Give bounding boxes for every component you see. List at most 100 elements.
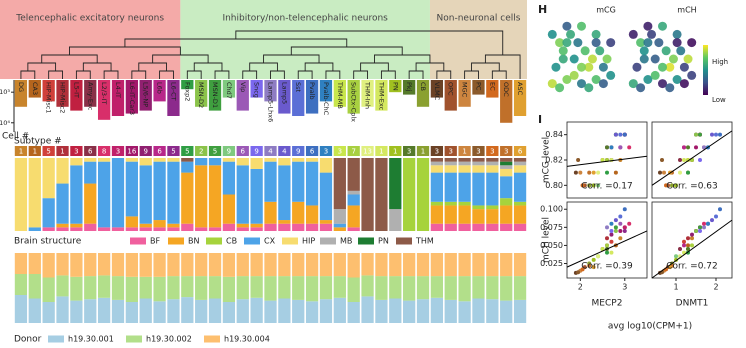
cell-count-bar: [236, 80, 249, 111]
bar-segment: [319, 253, 333, 277]
cell-count-bar: [139, 80, 152, 111]
bar-segment: [208, 253, 222, 277]
bar-segment: [264, 158, 277, 162]
bar-segment: [305, 205, 319, 224]
cluster-label: Chd7: [225, 82, 233, 99]
umap-point: [647, 29, 657, 39]
subtype-box: [111, 146, 125, 156]
bar-segment: [208, 165, 222, 228]
bar-segment: [389, 158, 402, 210]
bar-segment: [292, 253, 305, 277]
y-tick-label: 0.050: [540, 241, 563, 250]
umap-point: [650, 70, 660, 80]
scatter-point: [576, 158, 581, 162]
bar-segment: [167, 253, 180, 277]
bar-segment: [250, 168, 263, 224]
scatter-point: [580, 267, 585, 272]
umap-point: [658, 62, 667, 72]
cell-count-bar: [389, 80, 402, 93]
bar-segment: [167, 158, 180, 162]
legend-swatch: [244, 237, 260, 245]
bar-segment: [305, 253, 319, 277]
bar-segment: [153, 220, 166, 228]
subtype-count: 6: [157, 148, 162, 156]
bar-segment: [486, 299, 499, 323]
bar-segment: [42, 227, 55, 231]
bar-segment: [513, 223, 527, 231]
umap-point: [573, 38, 583, 48]
bar-segment: [42, 302, 55, 323]
legend-label: CB: [226, 237, 237, 246]
cluster-label: MSN-D2: [197, 82, 205, 108]
bar-segment: [347, 205, 360, 228]
cell-count-bar: [84, 80, 97, 107]
subtype-box: [167, 146, 180, 156]
scatter-point: [622, 207, 627, 212]
bar-segment: [416, 158, 430, 231]
bar-segment: [292, 201, 305, 224]
umap-point: [584, 83, 594, 93]
bar-segment: [500, 223, 513, 231]
cell-count-bar: [208, 80, 222, 111]
bar-segment: [139, 298, 152, 323]
scatter-point: [587, 183, 592, 188]
scatter-point: [698, 228, 702, 233]
scatter-point: [714, 214, 718, 219]
cell-count-bar: [444, 80, 457, 111]
umap-point: [639, 54, 649, 64]
scatter-point: [613, 228, 618, 233]
bar-segment: [347, 277, 360, 302]
umap-point: [562, 38, 572, 48]
cell-count-bar: [458, 80, 471, 107]
bar-segment: [458, 172, 471, 202]
umap-point: [687, 38, 697, 48]
subtype-box: [153, 146, 166, 156]
scatter-point: [702, 221, 706, 226]
subtype-box: [278, 146, 291, 156]
bar-segment: [292, 223, 305, 231]
subtype-count: 3: [435, 148, 439, 156]
subtype-count: 9: [143, 148, 147, 156]
scatter-point: [596, 183, 601, 188]
cluster-label: Vip: [239, 82, 247, 92]
bar-segment: [472, 161, 485, 166]
umap-point: [562, 75, 572, 84]
bar-segment: [70, 300, 83, 323]
bar-segment: [500, 161, 513, 166]
subtype-count: 9: [227, 148, 231, 156]
cell-count-bar: [28, 80, 41, 98]
legend-swatch: [48, 335, 64, 343]
bar-segment: [236, 158, 249, 166]
scatter-point: [605, 225, 609, 230]
bar-segment: [486, 158, 499, 162]
umap-point: [598, 79, 608, 89]
bar-segment: [430, 201, 444, 206]
bar-segment: [430, 172, 444, 202]
cell-count-bar: [375, 80, 388, 111]
cluster-label: L6b: [156, 82, 164, 94]
bar-segment: [403, 300, 416, 323]
bar-segment: [167, 227, 180, 231]
bar-segment: [236, 227, 249, 231]
bar-segment: [361, 296, 374, 323]
scatter-point: [686, 170, 690, 175]
bar-segment: [167, 276, 180, 300]
cell-count-bar: [333, 80, 346, 107]
bar-segment: [84, 158, 97, 162]
bar-segment: [208, 227, 222, 231]
subtype-box: [222, 146, 236, 156]
y-tick-label: 0.80: [545, 181, 563, 190]
bar-segment: [444, 299, 457, 323]
scatter-point: [618, 221, 623, 226]
panel-label: I: [538, 113, 542, 126]
scatter-point: [690, 236, 694, 241]
umap-point: [595, 46, 605, 56]
bar-segment: [416, 253, 430, 277]
bar-segment: [14, 295, 28, 323]
bar-segment: [278, 298, 291, 323]
bar-segment: [97, 253, 111, 276]
y-tick-label: 0.100: [540, 205, 563, 214]
cell-axis-label: Cell #: [2, 132, 29, 142]
cluster-label: Amy-Exc: [86, 82, 94, 111]
subtype-box: [195, 146, 208, 156]
